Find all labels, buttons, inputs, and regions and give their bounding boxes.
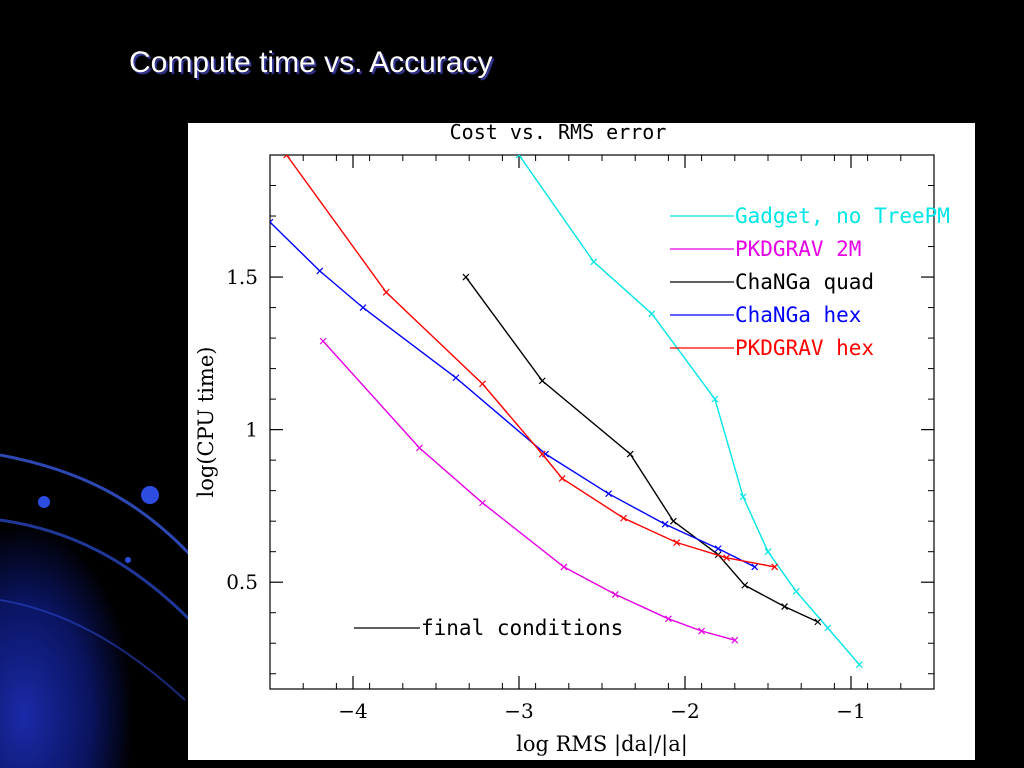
data-point (741, 581, 749, 589)
data-point (739, 493, 747, 501)
series-3 (270, 218, 759, 571)
x-tick-label: −1 (836, 699, 865, 723)
data-point (626, 450, 634, 458)
series-0 (515, 155, 863, 669)
data-point (462, 273, 470, 281)
data-point (814, 618, 822, 626)
data-point (792, 587, 800, 595)
data-point (611, 590, 619, 598)
data-point (479, 380, 486, 388)
data-point (751, 563, 759, 571)
data-point (479, 499, 486, 507)
data-point (620, 514, 628, 522)
data-point (560, 563, 568, 571)
legend-label: ChaNGa quad (735, 270, 874, 294)
y-tick-label: 1.5 (226, 265, 258, 289)
legend-label: PKDGRAV hex (735, 336, 874, 360)
legend: Gadget, no TreePM PKDGRAV 2M ChaNGa quad Ch… (670, 204, 950, 360)
legend-label: ChaNGa hex (735, 303, 861, 327)
plot-frame (269, 154, 935, 690)
data-point (723, 554, 730, 562)
data-point (771, 563, 779, 571)
data-point (270, 218, 274, 226)
annotation-label: final conditions (421, 616, 623, 640)
y-tick-label: 0.5 (226, 570, 258, 594)
series-line (518, 155, 860, 666)
data-point (283, 155, 291, 159)
data-point (590, 258, 598, 266)
data-point (415, 444, 423, 452)
annotation-final-conditions: final conditions (354, 616, 623, 640)
x-tick-label: −4 (338, 699, 367, 723)
data-point (714, 545, 722, 553)
x-tick-label: −2 (670, 699, 699, 723)
line-chart: Cost vs. RMS error −4 −3 −2 −1 0.5 1 1.5 log R… (194, 123, 950, 757)
data-point (711, 395, 719, 403)
data-point (538, 450, 546, 458)
series-layer (270, 155, 863, 669)
data-point (382, 288, 390, 296)
slide-title: Compute time vs. Accuracy (129, 46, 493, 79)
data-point (764, 548, 772, 556)
series-4 (283, 155, 779, 571)
data-point (316, 267, 324, 275)
data-point (359, 304, 367, 311)
axis-tick-labels: −4 −3 −2 −1 0.5 1 1.5 (226, 265, 866, 723)
y-tick-label: 1 (245, 418, 258, 442)
data-point (538, 377, 546, 385)
series-line (322, 340, 735, 641)
data-point (824, 624, 832, 632)
data-point (669, 517, 677, 525)
data-point (661, 520, 669, 528)
chart-figure: Cost vs. RMS error −4 −3 −2 −1 0.5 1 1.5 log R… (188, 123, 975, 760)
data-point (648, 310, 656, 318)
series-line (465, 276, 819, 623)
data-point (558, 475, 566, 482)
data-point (319, 337, 327, 345)
data-point (673, 539, 681, 546)
data-point (731, 636, 739, 644)
data-point (605, 490, 613, 498)
chart-title: Cost vs. RMS error (450, 123, 667, 144)
y-axis-label: log(CPU time) (194, 347, 218, 498)
x-axis-label: log RMS |da|/|a| (516, 732, 688, 757)
legend-label: PKDGRAV 2M (735, 237, 861, 261)
series-line (270, 221, 756, 568)
data-point (855, 661, 863, 669)
axis-ticks (269, 154, 935, 689)
x-tick-label: −3 (504, 699, 533, 723)
series-1 (319, 337, 739, 644)
data-point (781, 603, 789, 611)
series-line (286, 155, 775, 568)
data-point (698, 627, 706, 635)
data-point (515, 155, 523, 159)
data-point (452, 374, 460, 382)
legend-label: Gadget, no TreePM (735, 204, 950, 228)
data-point (664, 615, 672, 623)
